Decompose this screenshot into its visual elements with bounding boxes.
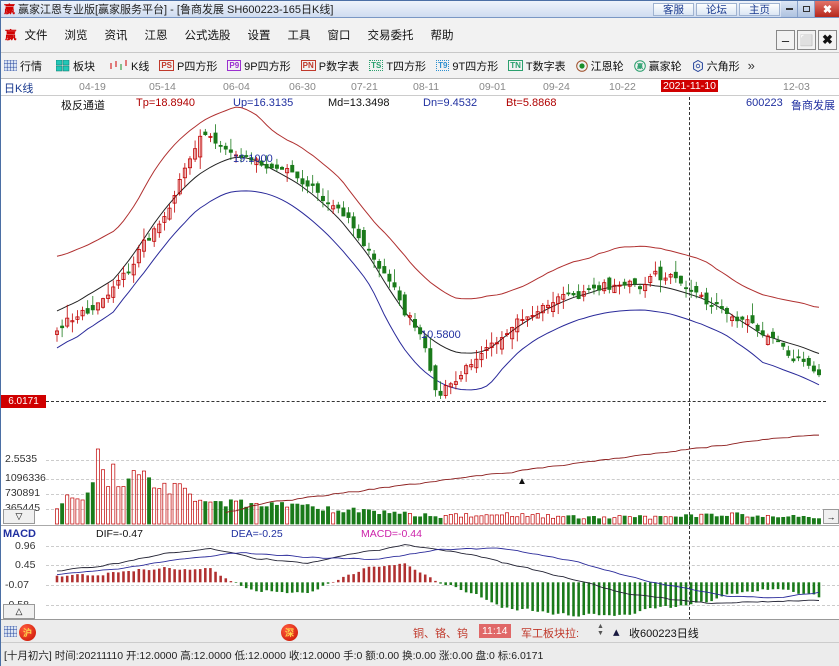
svg-text:赢: 赢 (637, 62, 643, 70)
